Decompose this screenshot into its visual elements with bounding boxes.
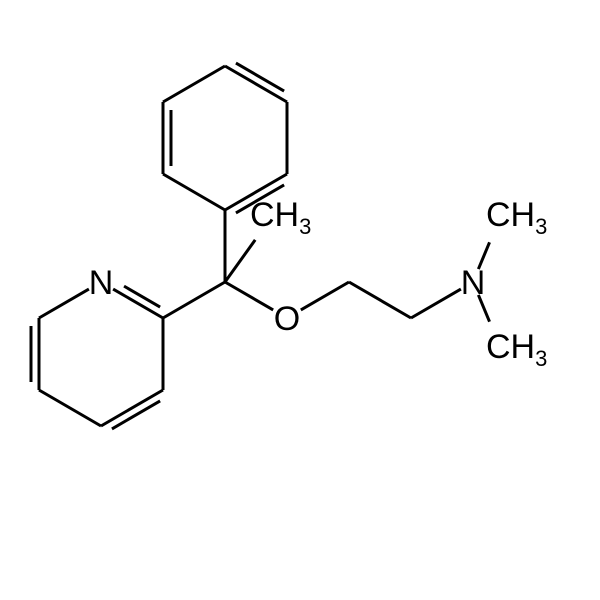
atom-label-N_ch3_up: CH3	[486, 196, 547, 239]
bond	[163, 282, 225, 318]
bond	[225, 66, 287, 102]
bond	[411, 289, 461, 318]
atom-label-pyr_N: N	[89, 264, 114, 302]
bond	[163, 66, 225, 102]
molecule-diagram: NONCH3CH3CH3	[0, 0, 600, 600]
bond	[39, 390, 101, 426]
bond	[39, 289, 89, 318]
bond	[101, 390, 163, 426]
atom-label-O: O	[274, 300, 300, 338]
bond	[163, 174, 225, 210]
bond	[349, 282, 411, 318]
bond	[124, 286, 160, 307]
atom-label-ch3_label: CH3	[250, 196, 311, 239]
atom-label-N_amine: N	[461, 264, 486, 302]
bond	[301, 282, 349, 310]
bond	[225, 282, 273, 310]
atom-label-N_ch3_dn: CH3	[486, 328, 547, 371]
bond	[225, 240, 255, 282]
